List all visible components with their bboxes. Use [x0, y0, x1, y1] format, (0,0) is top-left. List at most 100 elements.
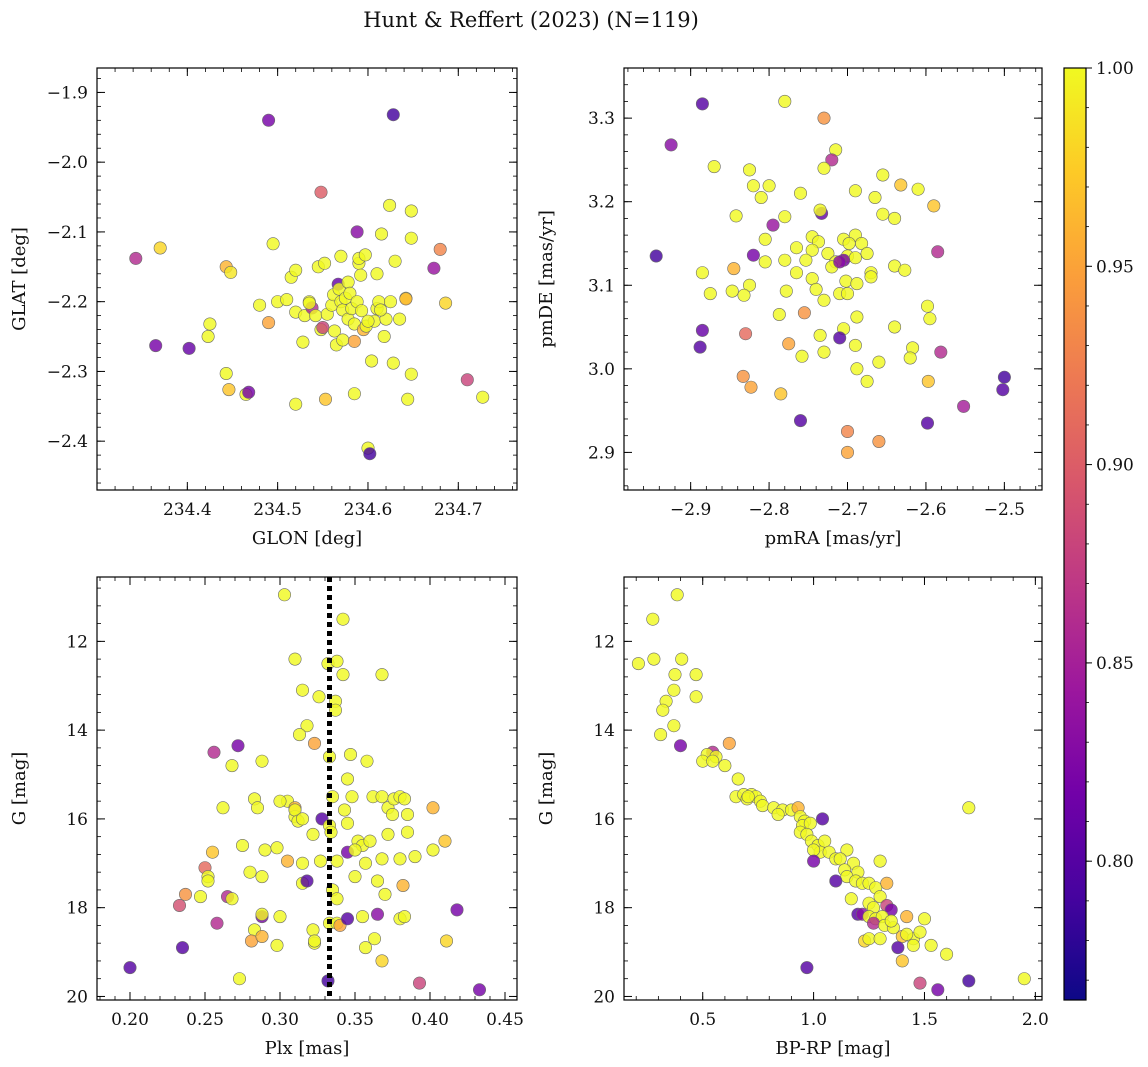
scatter-point	[262, 316, 276, 330]
scatter-point	[695, 97, 709, 111]
scatter-point	[404, 367, 418, 381]
scatter-point	[774, 387, 788, 401]
scatter-point	[295, 683, 309, 697]
scatter-point	[307, 934, 321, 948]
scatter-point	[262, 113, 276, 127]
x-tick-label: 0.25	[186, 1010, 224, 1030]
scatter-point	[873, 932, 887, 946]
scatter-point	[729, 209, 743, 223]
scatter-point	[306, 923, 320, 937]
scatter-point	[375, 668, 389, 682]
scatter-point	[374, 227, 388, 241]
scatter-points	[649, 94, 1011, 459]
y-tick-label: 20	[593, 987, 615, 1007]
scatter-point	[397, 910, 411, 924]
scatter-point	[996, 383, 1010, 397]
scatter-point	[340, 772, 354, 786]
colorbar-tick-label: 0.95	[1096, 257, 1134, 277]
y-tick-label: 18	[593, 899, 615, 919]
scatter-point	[744, 380, 758, 394]
scatter-point	[255, 929, 269, 943]
scatter-point	[201, 329, 215, 343]
scatter-point	[876, 168, 890, 182]
scatter-point	[772, 307, 786, 321]
scatter-point	[766, 218, 780, 232]
scatter-point	[330, 854, 344, 868]
scatter-point	[367, 932, 381, 946]
scatter-point	[746, 248, 760, 262]
scatter-point	[649, 249, 663, 263]
panel-plx: 0.20 0.25 0.30 0.35 0.40 0.45 12 14 16 18 20 Plx [m…	[9, 576, 524, 1059]
scatter-point	[817, 345, 831, 359]
scatter-point	[940, 947, 954, 961]
scatter-point	[1017, 972, 1031, 986]
scatter-point	[207, 745, 221, 759]
panel-sky: 234.4 234.5 234.6 234.7 −1.9 −2.0 −2.1 −2.2 −2.3…	[9, 67, 518, 549]
scatter-point	[337, 803, 351, 817]
scatter-point	[426, 801, 440, 815]
scatter-point	[255, 870, 269, 884]
scatter-point	[383, 295, 397, 309]
scatter-point	[906, 938, 920, 952]
x-axis-label: BP-RP [mag]	[775, 1038, 890, 1059]
x-tick-label: 1.0	[800, 1010, 827, 1030]
scatter-point	[426, 843, 440, 857]
x-tick-label: 0.20	[111, 1010, 149, 1030]
scatter-point	[277, 588, 291, 602]
scatter-point	[330, 654, 344, 668]
scatter-point	[695, 266, 709, 280]
scatter-point	[829, 874, 843, 888]
y-tick-label: 3.0	[588, 360, 615, 380]
axes-frame	[96, 576, 518, 1001]
colorbar: 0.80 0.85 0.90 0.95 1.00	[1063, 59, 1134, 1001]
scatter-point	[365, 354, 379, 368]
scatter-point	[842, 237, 856, 251]
scatter-point	[433, 242, 447, 256]
scatter-point	[911, 182, 925, 196]
y-axis-label: GLAT [deg]	[9, 227, 30, 331]
scatter-point	[840, 445, 854, 459]
scatter-point	[667, 683, 681, 697]
panel-cmd: 0.5 1.0 1.5 2.0 12 14 16 18 20 BP-RP [mag] G [mag]	[536, 576, 1049, 1059]
scatter-point	[888, 320, 902, 334]
scatter-point	[731, 772, 745, 786]
scatter-point	[667, 719, 681, 733]
scatter-point	[880, 876, 894, 890]
scatter-point	[695, 323, 709, 337]
scatter-point	[839, 274, 853, 288]
colorbar-tick-label: 0.85	[1096, 654, 1134, 674]
scatter-point	[873, 890, 887, 904]
scatter-point	[370, 874, 384, 888]
scatter-point	[646, 612, 660, 626]
scatter-point	[289, 263, 303, 277]
scatter-point	[742, 163, 756, 177]
scatter-point	[336, 333, 350, 347]
scatter-point	[348, 870, 362, 884]
y-tick-label: −2.3	[47, 362, 88, 382]
scatter-point	[795, 349, 809, 363]
scatter-point	[809, 282, 823, 296]
scatter-point	[799, 253, 813, 267]
scatter-point	[129, 251, 143, 265]
scatter-point	[848, 251, 862, 265]
scatter-point	[397, 792, 411, 806]
colorbar-tick-label: 0.80	[1096, 852, 1134, 872]
y-tick-label: 18	[66, 899, 88, 919]
scatter-point	[307, 736, 321, 750]
y-tick-label: 3.3	[588, 109, 615, 129]
scatter-point	[345, 790, 359, 804]
scatter-point	[388, 254, 402, 268]
scatter-point	[817, 111, 831, 125]
scatter-point	[675, 652, 689, 666]
scatter-point	[296, 335, 310, 349]
scatter-point	[149, 339, 163, 353]
scatter-point	[375, 954, 389, 968]
scatter-point	[934, 345, 948, 359]
scatter-point	[779, 284, 793, 298]
scatter-point	[295, 812, 309, 826]
scatter-point	[400, 825, 414, 839]
scatter-point	[631, 657, 645, 671]
scatter-point	[258, 843, 272, 857]
scatter-point	[385, 807, 399, 821]
x-axis-label: pmRA [mas/yr]	[765, 528, 902, 549]
